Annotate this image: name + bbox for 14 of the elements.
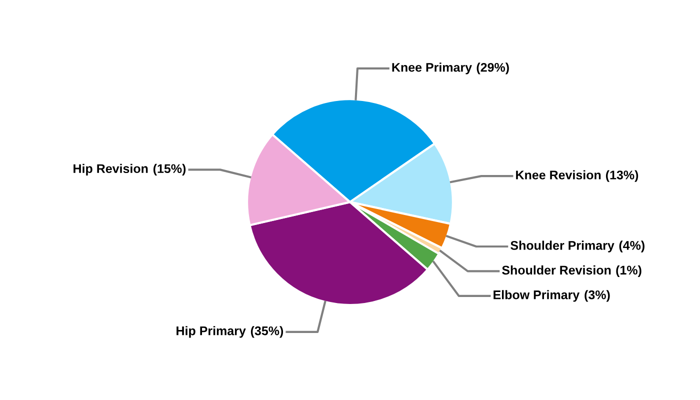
data-label: (1%) bbox=[616, 265, 642, 278]
slice-label: Hip Revision bbox=[74, 164, 148, 176]
data-label: (15%) bbox=[153, 164, 186, 176]
data-label: (13%) bbox=[606, 170, 638, 182]
slice-label: Shoulder Revision bbox=[502, 265, 611, 275]
data-label: (4%) bbox=[619, 240, 644, 252]
data-label: (29%) bbox=[476, 62, 509, 74]
data-label: (3%) bbox=[584, 290, 610, 302]
slice-label: Elbow Primary bbox=[494, 290, 580, 302]
slice-label: Shoulder Primary bbox=[510, 240, 614, 252]
data-label: (35%) bbox=[250, 326, 284, 338]
slice-label: Hip Primary bbox=[176, 326, 246, 338]
slice-label: Knee Primary bbox=[392, 62, 472, 74]
slice-label: Knee Revision bbox=[516, 170, 601, 180]
